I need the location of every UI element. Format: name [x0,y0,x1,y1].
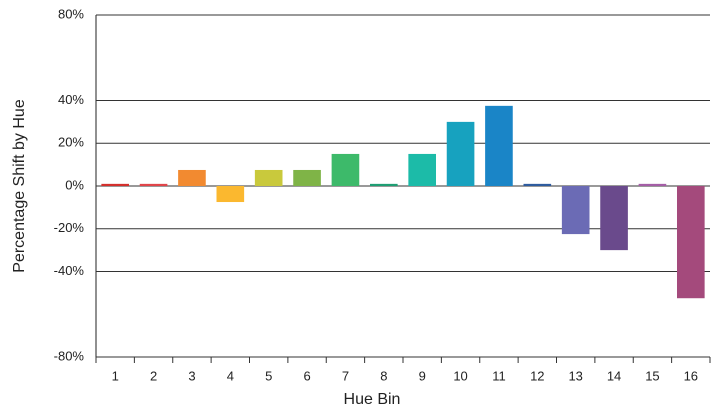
y-axis-label: Percentage Shift by Hue [11,99,28,273]
bar [676,186,705,299]
x-tick-label: 10 [453,368,467,383]
x-tick-label: 16 [684,368,698,383]
bar [178,169,206,186]
bar [485,105,513,186]
y-tick-label: 40% [58,92,84,107]
bar [600,186,628,251]
x-tick-label: 15 [645,368,659,383]
x-tick-label: 4 [227,368,234,383]
bar [331,153,360,186]
x-tick-label: 1 [112,368,119,383]
x-tick-label: 11 [492,368,506,383]
bar [523,183,552,186]
y-tick-label: -20% [54,220,85,235]
bar [293,169,321,186]
x-tick-label: 7 [342,368,349,383]
y-tick-label: -80% [54,348,85,363]
bar [408,153,437,186]
bar [561,186,590,235]
bar [254,169,283,186]
bar [216,186,245,203]
x-tick-label: 12 [530,368,544,383]
x-tick-label: 9 [419,368,426,383]
bar [446,121,475,186]
x-axis-label: Hue Bin [344,391,401,408]
bar [369,183,398,186]
bar [101,183,130,186]
y-tick-label: 20% [58,135,84,150]
x-tick-label: 3 [188,368,195,383]
x-tick-label: 13 [568,368,582,383]
x-tick-label: 6 [303,368,310,383]
y-tick-label: 0% [65,177,84,192]
x-tick-label: 8 [380,368,387,383]
x-tick-label: 2 [150,368,157,383]
y-tick-label: -40% [54,263,85,278]
x-tick-label: 14 [607,368,621,383]
bar [638,183,667,186]
bar [139,183,168,186]
y-tick-label: 80% [58,6,84,21]
x-tick-label: 5 [265,368,272,383]
